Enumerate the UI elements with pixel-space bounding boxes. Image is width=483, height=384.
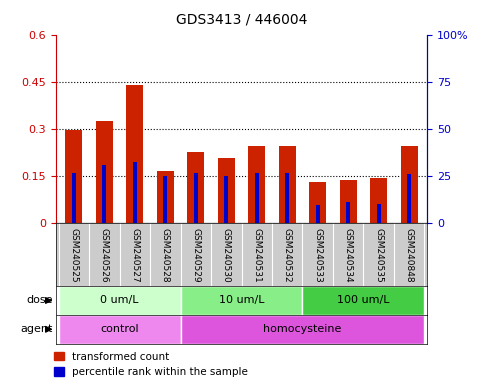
Bar xyxy=(58,286,181,315)
Bar xyxy=(302,286,425,315)
Bar xyxy=(181,315,425,344)
Text: GSM240533: GSM240533 xyxy=(313,228,322,283)
Bar xyxy=(279,146,296,223)
Text: control: control xyxy=(100,324,139,334)
Text: GSM240531: GSM240531 xyxy=(252,228,261,283)
Bar xyxy=(316,205,320,223)
Bar xyxy=(66,130,82,223)
Text: GSM240525: GSM240525 xyxy=(70,228,78,282)
Text: GSM240534: GSM240534 xyxy=(344,228,353,282)
Bar xyxy=(181,286,302,315)
Bar xyxy=(377,204,381,223)
Text: GSM240528: GSM240528 xyxy=(161,228,170,282)
Text: GSM240848: GSM240848 xyxy=(405,228,413,282)
Text: GSM240530: GSM240530 xyxy=(222,228,231,283)
Bar xyxy=(96,121,113,223)
Text: GSM240527: GSM240527 xyxy=(130,228,139,282)
Text: agent: agent xyxy=(21,324,53,334)
Bar xyxy=(285,172,289,223)
Bar xyxy=(163,176,167,223)
Bar xyxy=(248,146,265,223)
Text: GDS3413 / 446004: GDS3413 / 446004 xyxy=(176,13,307,27)
Text: 0 um/L: 0 um/L xyxy=(100,295,139,306)
Bar xyxy=(72,172,76,223)
Bar xyxy=(225,176,228,223)
Text: dose: dose xyxy=(27,295,53,306)
Bar xyxy=(187,152,204,223)
Legend: transformed count, percentile rank within the sample: transformed count, percentile rank withi… xyxy=(54,352,248,377)
Bar xyxy=(157,171,174,223)
Text: homocysteine: homocysteine xyxy=(263,324,341,334)
Bar xyxy=(127,85,143,223)
Bar xyxy=(133,162,137,223)
Text: GSM240529: GSM240529 xyxy=(191,228,200,282)
Text: 100 um/L: 100 um/L xyxy=(337,295,390,306)
Bar xyxy=(401,146,417,223)
Bar xyxy=(346,202,350,223)
Bar xyxy=(194,172,198,223)
Text: GSM240532: GSM240532 xyxy=(283,228,292,282)
Text: GSM240535: GSM240535 xyxy=(374,228,383,283)
Bar xyxy=(102,165,106,223)
Bar xyxy=(370,178,387,223)
Text: GSM240526: GSM240526 xyxy=(100,228,109,282)
Bar xyxy=(407,174,411,223)
Bar xyxy=(255,173,258,223)
Bar xyxy=(309,182,326,223)
Bar xyxy=(340,180,356,223)
Bar xyxy=(218,159,235,223)
Bar xyxy=(58,315,181,344)
Text: 10 um/L: 10 um/L xyxy=(219,295,264,306)
